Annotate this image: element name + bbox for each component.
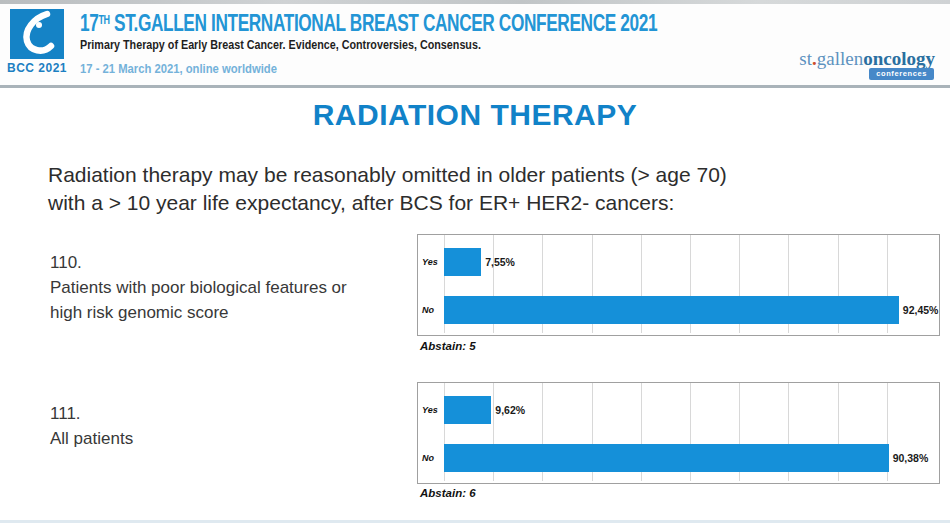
stgallen-oncology-logo: st.gallenoncology [799,48,935,70]
slide-title: RADIATION THERAPY [0,98,950,132]
poll-111-no-row: 90,38% [444,444,936,472]
poll-110-line2: high risk genomic score [50,300,347,325]
conference-header: BCC 2021 17TH ST.GALLEN INTERNATIONAL BR… [0,4,950,88]
conference-subtitle: Primary Therapy of Early Breast Cancer. … [80,38,481,52]
poll-110-bar-chart: Yes No 7,55% 92,45% [417,234,940,336]
brand-conferences-badge: conferences [869,68,934,80]
poll-111-label: 111. All patients [50,401,133,451]
conference-dates: 17 - 21 March 2021, online worldwide [80,62,277,76]
poll-111-no-bar [444,444,889,472]
poll-110-abstain-label: Abstain: 5 [420,340,476,352]
poll-110-no-row: 92,45% [444,296,936,324]
question-text: Radiation therapy may be reasonably omit… [48,161,727,217]
poll-111-yes-row: 9,62% [444,396,936,424]
conference-title-number: 17 [80,10,98,36]
question-line-2: with a > 10 year life expectancy, after … [48,189,727,217]
poll-110-label: 110. Patients with poor biological featu… [50,250,347,325]
poll-110-yes-bar [444,248,481,276]
bcc-year-label: BCC 2021 [7,61,71,75]
poll-110-yes-value-label: 7,55% [485,256,515,268]
poll-111-bar-chart: Yes No 9,62% 90,38% [417,382,940,484]
poll-111-abstain-label: Abstain: 6 [420,487,476,499]
brand-st: st [799,48,812,69]
poll-110-line1: Patients with poor biological features o… [50,275,347,300]
poll-110-no-value-label: 92,45% [903,304,939,316]
poll-111-number: 111. [50,401,133,426]
conference-title-text: ST.GALLEN INTERNATIONAL BREAST CANCER CO… [110,10,657,36]
poll-110-plot-area: 7,55% 92,45% [444,235,936,333]
slide: BCC 2021 17TH ST.GALLEN INTERNATIONAL BR… [0,0,950,523]
conference-title: 17TH ST.GALLEN INTERNATIONAL BREAST CANC… [80,10,657,37]
poll-111-yes-axis-label: Yes [422,396,443,424]
bcc-logo [10,9,64,59]
conference-title-ordinal: TH [98,13,109,27]
bcc-swoosh-icon [10,9,64,59]
poll-111-no-value-label: 90,38% [893,452,929,464]
poll-110-number: 110. [50,250,347,275]
question-line-1: Radiation therapy may be reasonably omit… [48,161,727,189]
poll-111-yes-value-label: 9,62% [495,404,525,416]
poll-110-yes-row: 7,55% [444,248,936,276]
brand-oncology: oncology [863,48,935,69]
poll-111-plot-area: 9,62% 90,38% [444,383,936,481]
poll-111-no-axis-label: No [422,444,443,472]
poll-111-line1: All patients [50,426,133,451]
poll-110-yes-axis-label: Yes [422,248,443,276]
poll-110-no-axis-label: No [422,296,443,324]
brand-gallen: gallen [817,48,863,69]
poll-111-yes-bar [444,396,491,424]
poll-110-no-bar [444,296,899,324]
